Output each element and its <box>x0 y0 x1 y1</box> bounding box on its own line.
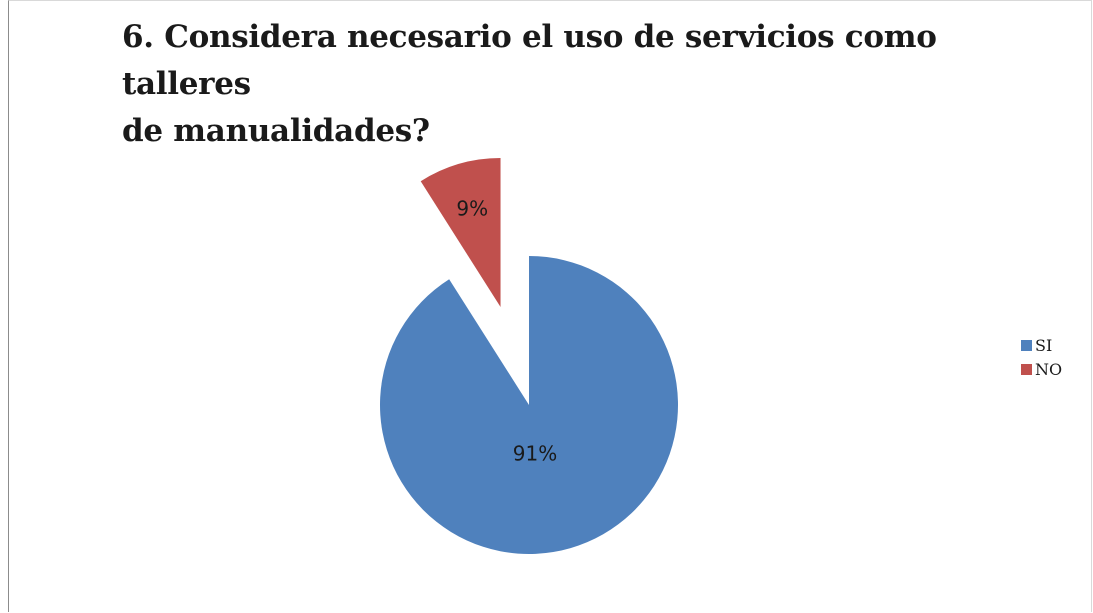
chart-title-line-1: 6. Considera necesario el uso de servici… <box>122 19 937 102</box>
chart-title-line-2: de manualidades? <box>122 113 430 149</box>
pie-slice-si <box>379 256 678 554</box>
legend-swatch-no <box>1021 363 1032 375</box>
data-label-si: 91% <box>513 442 557 466</box>
legend-item-si: SI <box>1021 333 1062 357</box>
legend-label-si: SI <box>1035 335 1053 355</box>
data-label-no: 9% <box>456 196 488 220</box>
pie-slice-no <box>420 158 501 308</box>
legend-swatch-si <box>1021 339 1032 351</box>
chart-title: 6. Considera necesario el uso de servici… <box>122 14 1022 155</box>
chart-legend: SI NO <box>1021 333 1062 381</box>
legend-item-no: NO <box>1021 357 1062 381</box>
legend-label-no: NO <box>1035 359 1063 379</box>
